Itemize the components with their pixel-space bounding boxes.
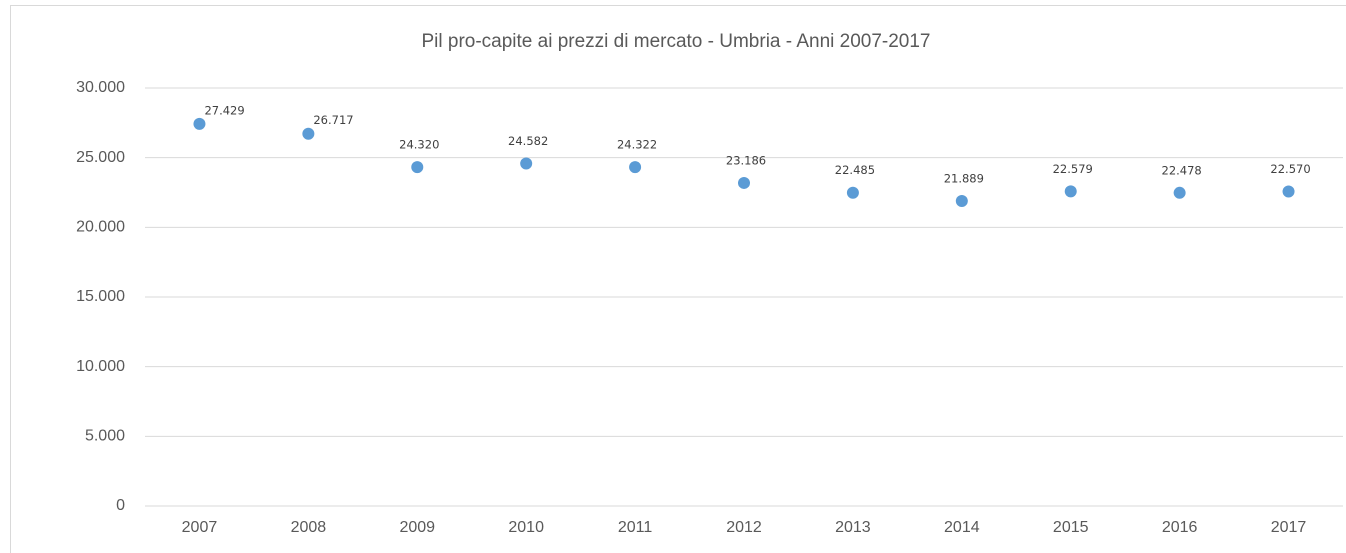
x-tick-label: 2007 [182, 519, 218, 536]
marker [629, 161, 642, 174]
data-label: 22.579 [1053, 162, 1093, 176]
x-tick-label: 2014 [944, 519, 980, 536]
marker [846, 186, 859, 199]
x-tick-label: 2015 [1053, 519, 1089, 536]
x-tick-label: 2010 [508, 519, 544, 536]
marker [955, 195, 968, 208]
marker [1064, 185, 1077, 198]
y-tick-label: 15.000 [76, 288, 125, 305]
x-tick-label: 2013 [835, 519, 871, 536]
chart-border [10, 5, 1346, 553]
data-label: 22.478 [1162, 163, 1202, 177]
x-tick-label: 2016 [1162, 519, 1198, 536]
data-label: 24.322 [617, 138, 657, 152]
marker [738, 176, 750, 189]
x-tick-label: 2012 [726, 519, 762, 536]
data-label: 21.889 [944, 172, 984, 186]
marker [1173, 186, 1186, 199]
chart-title: Pil pro-capite ai prezzi di mercato - Um… [421, 31, 930, 52]
y-tick-label: 10.000 [76, 358, 125, 375]
x-tick-label: 2008 [291, 519, 327, 536]
x-tick-label: 2017 [1271, 519, 1307, 536]
data-label: 22.570 [1270, 162, 1310, 176]
marker [302, 127, 315, 140]
y-tick-label: 20.000 [76, 219, 125, 236]
data-label: 26.717 [313, 113, 353, 127]
y-tick-label: 0 [116, 497, 125, 514]
data-label: 24.320 [399, 138, 439, 152]
data-label: 23.186 [726, 153, 766, 167]
x-tick-label: 2011 [618, 519, 653, 536]
marker [193, 117, 206, 130]
y-tick-label: 30.000 [76, 79, 125, 96]
data-label: 27.429 [204, 103, 244, 117]
marker [1282, 185, 1295, 198]
marker [520, 157, 533, 170]
y-tick-label: 25.000 [76, 149, 125, 166]
y-tick-label: 5.000 [85, 428, 125, 445]
x-tick-label: 2009 [399, 519, 435, 536]
data-label: 24.582 [508, 134, 548, 148]
data-label: 22.485 [835, 163, 875, 177]
marker [411, 161, 424, 174]
